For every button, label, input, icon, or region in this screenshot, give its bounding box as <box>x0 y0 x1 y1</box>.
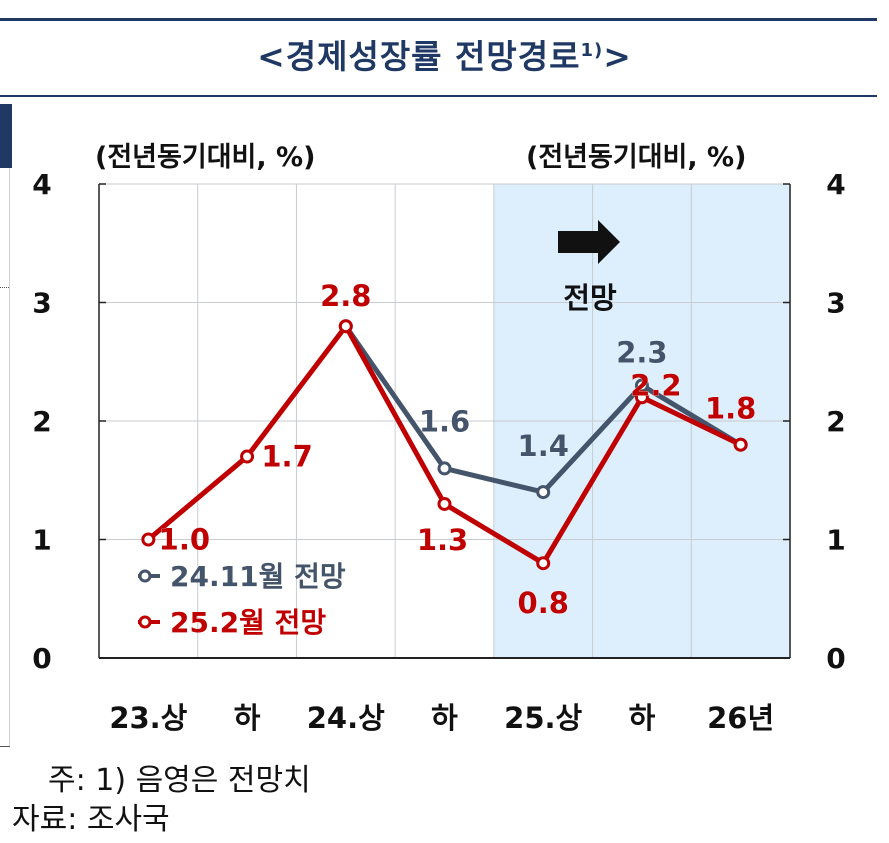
x-tick-label: 25.상 <box>504 701 582 735</box>
title-main: <경제성장률 전망경로 <box>257 37 581 76</box>
data-point <box>240 449 255 464</box>
y-tick-label-left: 1 <box>32 524 51 557</box>
data-point <box>536 485 551 500</box>
data-label: 2.8 <box>320 279 371 313</box>
y-tick-label-left: 0 <box>32 642 51 675</box>
axis-layer: 0 0 1 1 2 2 3 3 4 4 23.상 하 24.상 하 25.상 하 26년 <box>32 168 845 735</box>
data-label: 1.7 <box>261 440 312 474</box>
forecast-arrow-layer: 전망 <box>558 220 620 315</box>
series-layer <box>141 319 748 571</box>
left-frame-bar <box>0 104 12 168</box>
unit-label-right: (전년동기대비, %) <box>526 142 747 173</box>
forecast-label: 전망 <box>563 281 617 315</box>
y-tick-label-right: 1 <box>826 524 845 557</box>
y-tick-label-left: 3 <box>32 287 51 320</box>
top-rule <box>0 18 877 21</box>
data-label: 2.2 <box>630 368 681 402</box>
chart-title: <경제성장률 전망경로1)> <box>0 30 889 78</box>
data-label: 1.8 <box>705 392 756 426</box>
data-label: 1.6 <box>419 404 470 438</box>
note-shading: 주: 1) 음영은 전망치 <box>48 763 311 798</box>
y-tick-label-left: 2 <box>32 405 51 438</box>
data-point <box>634 390 649 405</box>
legend-label: 25.2월 전망 <box>170 606 326 639</box>
data-label: 1.4 <box>518 429 569 463</box>
left-frame-line <box>9 168 10 746</box>
title-rule <box>0 95 877 97</box>
x-tick-label: 23.상 <box>109 701 187 735</box>
data-label: 0.8 <box>518 586 569 620</box>
title-end: > <box>603 37 632 76</box>
data-point <box>141 532 156 547</box>
data-point <box>733 437 748 452</box>
legend-marker <box>138 615 152 629</box>
x-tick-label: 24.상 <box>307 701 385 735</box>
y-tick-label-left: 4 <box>32 168 51 201</box>
x-tick-label: 하 <box>629 701 656 735</box>
x-tick-label: 하 <box>234 701 261 735</box>
title-superscript: 1) <box>580 40 604 61</box>
label-layer: 1.6 1.4 2.3 1.0 1.7 2.8 1.3 0.8 2.2 1.8 24.11월 전망 2… <box>138 279 757 639</box>
data-label: 2.3 <box>616 335 667 369</box>
data-point <box>437 496 452 511</box>
y-tick-label-right: 0 <box>826 642 845 675</box>
data-label: 1.0 <box>159 523 210 557</box>
left-frame-dash <box>0 287 9 288</box>
y-tick-label-right: 2 <box>826 405 845 438</box>
y-tick-label-right: 3 <box>826 287 845 320</box>
data-point <box>338 319 353 334</box>
forecast-arrow-icon <box>558 220 620 264</box>
left-frame-bottom <box>0 746 10 747</box>
data-point <box>437 461 452 476</box>
legend-marker <box>138 569 152 583</box>
unit-label-left: (전년동기대비, %) <box>95 142 316 173</box>
data-label: 1.3 <box>417 523 468 557</box>
x-tick-label: 26년 <box>707 701 774 735</box>
legend-label: 24.11월 전망 <box>170 560 346 593</box>
grid-layer <box>99 183 790 658</box>
note-source: 자료: 조사국 <box>12 802 170 837</box>
data-point <box>536 556 551 571</box>
y-tick-label-right: 4 <box>826 168 845 201</box>
x-tick-label: 하 <box>431 701 458 735</box>
